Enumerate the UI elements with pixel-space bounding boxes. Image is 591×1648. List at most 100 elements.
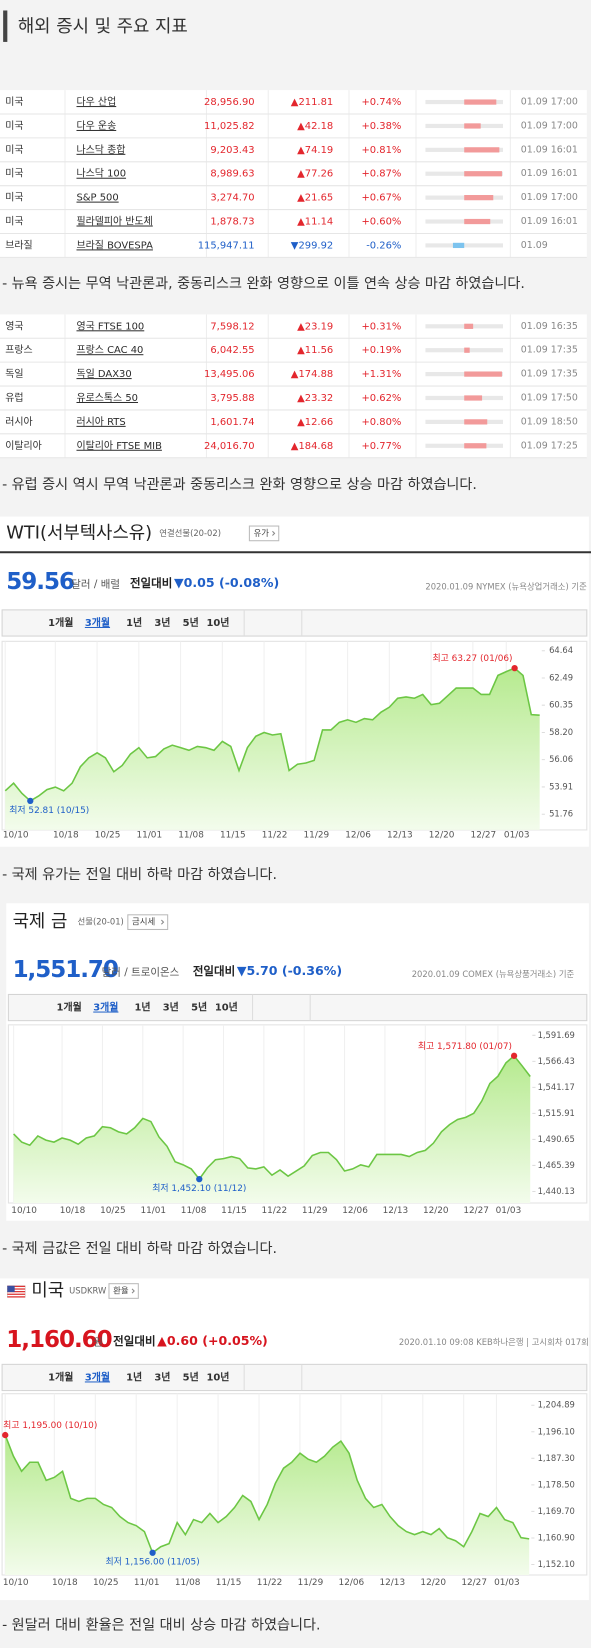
chart-button-label[interactable]: 유가	[254, 528, 270, 538]
chart-button[interactable]	[248, 525, 280, 542]
x-tick-label: 11/29	[304, 831, 330, 841]
update-time: 01.09 16:01	[521, 168, 578, 179]
update-time: 01.09 17:00	[521, 120, 578, 131]
period-tab[interactable]: 3년	[154, 1370, 170, 1383]
index-change: ▲42.18	[297, 121, 333, 132]
index-change: ▲23.19	[297, 321, 333, 332]
index-value: 28,956.90	[204, 97, 255, 108]
index-link[interactable]: 브라질 BOVESPA	[76, 239, 153, 251]
period-tab[interactable]: 5년	[183, 616, 199, 629]
line	[4, 667, 540, 802]
index-link[interactable]: S&P 500	[76, 193, 118, 204]
period-tab[interactable]: 10년	[206, 616, 229, 629]
period-tab[interactable]: 10년	[215, 1001, 238, 1014]
index-rate: +0.19%	[361, 345, 401, 356]
rate-track	[425, 419, 503, 424]
country: 미국	[5, 144, 23, 156]
index-link[interactable]: 나스닥 종합	[76, 144, 125, 156]
rate-track	[425, 123, 503, 129]
x-tick-label: 10/25	[100, 1206, 126, 1216]
price: 59.56	[6, 569, 74, 595]
x-tick-label: 12/13	[379, 1578, 405, 1588]
y-tick-label: 58.20	[549, 727, 573, 737]
chevron	[161, 919, 165, 925]
index-rate: +0.74%	[361, 97, 401, 108]
period-tab[interactable]: 3년	[154, 616, 170, 629]
period-tab[interactable]: 3개월	[85, 616, 110, 629]
rate-bar	[464, 99, 497, 105]
x-tick-label: 11/22	[262, 1206, 288, 1216]
country: 프랑스	[5, 344, 32, 356]
index-link[interactable]: 다우 산업	[76, 95, 116, 108]
source: 2020.01.10 09:08 KEB하나은행 | 고시회차 017회	[399, 1337, 589, 1347]
index-change: ▲23.32	[297, 393, 333, 404]
chart-button-label[interactable]: 금시세	[132, 917, 155, 927]
country: 유럽	[5, 392, 23, 404]
period-tab[interactable]: 3년	[163, 1001, 179, 1014]
chart-button[interactable]	[127, 914, 169, 931]
flag-canton	[7, 1285, 15, 1293]
line	[4, 1434, 530, 1555]
index-link[interactable]: 다우 운송	[76, 120, 116, 132]
y-tick-label: 62.49	[549, 673, 573, 683]
update-time: 01.09	[521, 240, 548, 251]
rate-track	[425, 195, 503, 200]
rate-bar	[464, 371, 502, 377]
x-tick-label: 11/08	[175, 1578, 201, 1588]
index-link[interactable]: 필라델피아 반도체	[76, 216, 152, 228]
period-tab[interactable]: 1년	[134, 1001, 150, 1014]
country: 미국	[5, 168, 23, 180]
period-tab[interactable]: 1개월	[57, 1001, 82, 1014]
country: 러시아	[5, 416, 32, 428]
rate-bar	[464, 195, 494, 201]
period-tab[interactable]: 1개월	[48, 616, 73, 629]
period-tab[interactable]: 5년	[183, 1370, 199, 1383]
index-link[interactable]: 유로스톡스 50	[76, 392, 138, 404]
high-label: 최고 63.27 (01/06)	[432, 653, 512, 664]
y-tick-label: 1,196.10	[538, 1426, 575, 1436]
rate-bar	[464, 147, 500, 153]
period-tab[interactable]: 1년	[126, 616, 142, 629]
rate-bar	[464, 171, 502, 177]
period-tab[interactable]: 10년	[206, 1370, 229, 1383]
index-rate: +0.62%	[361, 393, 401, 404]
x-tick-label: 11/08	[178, 831, 204, 841]
y-tick-label: 56.06	[549, 754, 573, 764]
x-tick-label: 12/27	[463, 1206, 489, 1216]
period-tab[interactable]: 3개월	[85, 1370, 110, 1383]
period-tab[interactable]: 1년	[126, 1370, 142, 1383]
index-change: ▲21.65	[297, 193, 333, 204]
chart-button-label[interactable]: 환율	[113, 1286, 129, 1296]
chart-title: 미국	[31, 1280, 64, 1301]
index-link[interactable]: 나스닥 100	[76, 168, 126, 180]
period-tab[interactable]: 3개월	[93, 1001, 118, 1014]
low-dot	[196, 1175, 203, 1183]
index-change: ▼299.92	[291, 240, 333, 251]
x-tick-label: 12/06	[345, 831, 371, 841]
index-change: ▲211.81	[291, 97, 333, 108]
rate-track	[425, 324, 503, 329]
x-tick-label: 10/10	[11, 1206, 37, 1216]
index-value: 24,016.70	[204, 441, 255, 452]
chart-button[interactable]	[108, 1283, 139, 1299]
x-tick-label: 12/20	[420, 1578, 446, 1588]
chart-subtitle: 선물(20-01)	[78, 917, 124, 927]
x-tick-label: 11/22	[257, 1578, 283, 1588]
x-tick-label: 10/25	[93, 1578, 119, 1588]
index-link[interactable]: 프랑스 CAC 40	[76, 344, 143, 356]
index-rate: -0.26%	[366, 240, 401, 251]
update-time: 01.09 18:50	[521, 416, 578, 427]
note: - 국제 금값은 전일 대비 하락 마감 하였습니다.	[2, 1241, 277, 1257]
index-link[interactable]: 러시아 RTS	[76, 416, 125, 428]
period-tab[interactable]: 5년	[191, 1001, 207, 1014]
index-link[interactable]: 이탈리아 FTSE MIB	[76, 439, 162, 452]
period-tab[interactable]: 1개월	[48, 1370, 73, 1383]
x-tick-label: 12/13	[387, 831, 413, 841]
index-link[interactable]: 독일 DAX30	[76, 368, 131, 380]
update-time: 01.09 17:50	[521, 392, 578, 403]
high-dot	[511, 664, 518, 672]
index-link[interactable]: 영국 FTSE 100	[76, 320, 144, 332]
x-tick-label: 10/18	[53, 831, 79, 841]
